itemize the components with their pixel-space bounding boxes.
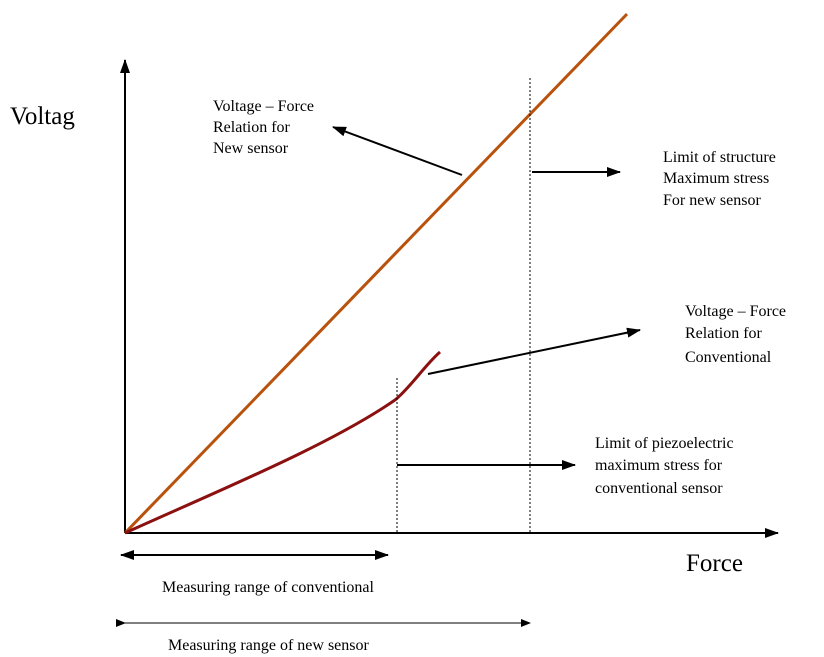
range-label: Measuring range of conventional	[162, 579, 374, 596]
annotation: For new sensor	[663, 192, 761, 209]
annotation: Relation for	[213, 119, 291, 136]
conventional-curve	[124, 350, 441, 535]
y-axis-label: Voltag	[10, 103, 75, 130]
arrow	[427, 327, 641, 375]
annotation: Conventional	[685, 349, 772, 366]
x-axis-label: Force	[686, 550, 743, 577]
range-label: Measuring range of new sensor	[168, 637, 370, 654]
annotation: Relation for	[685, 325, 763, 342]
arrow	[332, 126, 463, 176]
annotation: Limit of piezoelectric	[595, 435, 734, 452]
new-sensor-line	[123, 12, 629, 535]
annotation: Voltage – Force	[213, 98, 314, 115]
annotation: New sensor	[213, 140, 289, 157]
annotation: conventional sensor	[595, 480, 723, 497]
annotation: Maximum stress	[663, 170, 769, 187]
annotation: Limit of structure	[663, 149, 776, 166]
annotation: Voltage – Force	[685, 303, 786, 320]
annotation: maximum stress for	[595, 457, 723, 474]
